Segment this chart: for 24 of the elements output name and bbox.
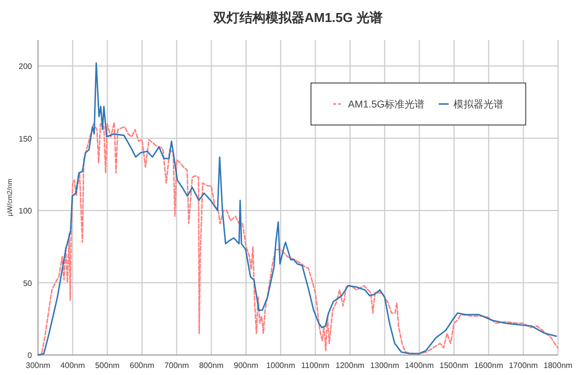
- x-tick-label: 1200nm: [336, 361, 365, 370]
- x-tick-label: 900nm: [234, 361, 259, 370]
- legend-label: AM1.5G标准光谱: [348, 98, 425, 110]
- x-tick-label: 600nm: [130, 361, 155, 370]
- y-tick-label: 200: [18, 62, 33, 72]
- chart-title: 双灯结构模拟器AM1.5G 光谱: [212, 10, 383, 25]
- x-tick-label: 1800nm: [544, 361, 573, 370]
- y-tick-label: 50: [23, 278, 33, 288]
- x-tick-label: 500nm: [95, 361, 120, 370]
- x-tick-label: 1400nm: [404, 361, 434, 370]
- x-tick-label: 1000nm: [266, 361, 296, 370]
- legend-label: 模拟器光谱: [454, 98, 504, 110]
- y-tick-label: 0: [28, 351, 33, 360]
- y-tick-label: 150: [18, 134, 33, 144]
- y-tick-label: 100: [18, 206, 33, 216]
- x-tick-label: 1300nm: [370, 361, 400, 370]
- x-tick-label: 400nm: [60, 361, 86, 370]
- x-tick-label: 800nm: [199, 361, 224, 370]
- x-tick-label: 1600nm: [474, 361, 504, 370]
- x-tick-label: 1500nm: [440, 361, 469, 370]
- x-tick-label: 700nm: [164, 361, 190, 370]
- x-tick-label: 1700nm: [508, 361, 538, 370]
- x-tick-label: 1100nm: [301, 361, 330, 370]
- x-tick-label: 300nm: [26, 361, 51, 370]
